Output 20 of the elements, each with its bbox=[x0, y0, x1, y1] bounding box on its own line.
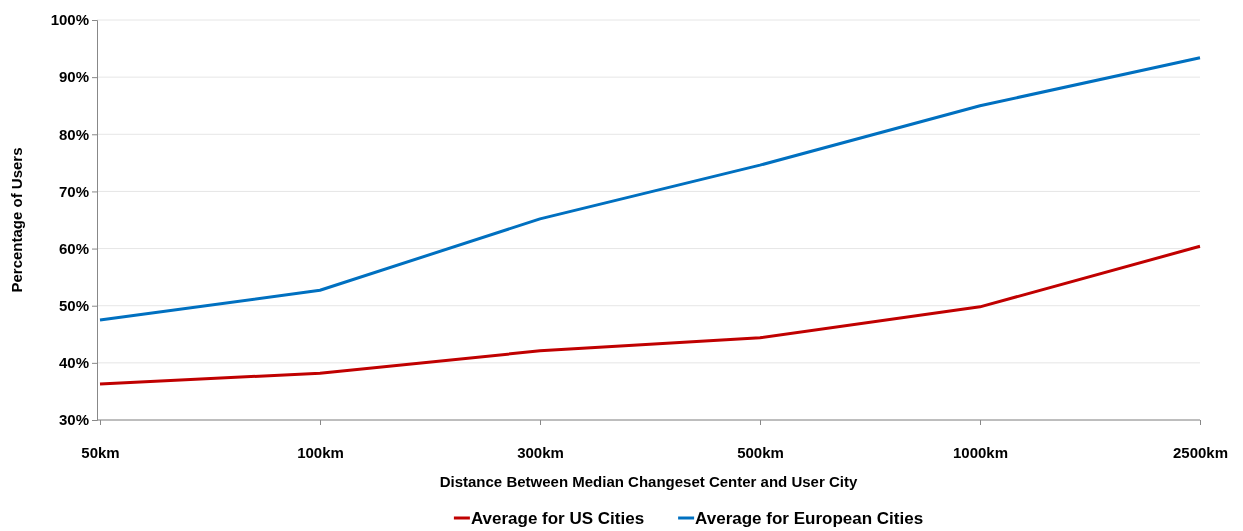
legend-label: Average for European Cities bbox=[695, 509, 924, 528]
y-tick-label: 60% bbox=[58, 239, 89, 257]
y-tick-label: 70% bbox=[58, 182, 89, 200]
y-tick-label: 30% bbox=[58, 411, 89, 429]
y-axis-title: Percentage of Users bbox=[8, 147, 25, 293]
y-tick-label: 40% bbox=[58, 354, 89, 372]
line-series bbox=[98, 56, 1202, 322]
x-tick-label: 1000km bbox=[952, 443, 1009, 461]
y-tick-label: 80% bbox=[58, 125, 89, 143]
legend-label: Average for US Cities bbox=[470, 509, 645, 528]
x-tick-label: 2500km bbox=[1172, 443, 1229, 461]
y-tick-label: 50% bbox=[58, 297, 89, 315]
x-tick-label: 300km bbox=[517, 443, 564, 461]
y-tick-label: 100% bbox=[50, 11, 89, 29]
y-tick-label: 90% bbox=[58, 68, 89, 86]
x-tick-label: 100km bbox=[297, 443, 344, 461]
x-tick-label: 50km bbox=[81, 443, 120, 461]
x-axis-title: Distance Between Median Changeset Center and User City bbox=[439, 473, 858, 490]
line-series bbox=[98, 244, 1202, 386]
x-tick-label: 500km bbox=[737, 443, 784, 461]
